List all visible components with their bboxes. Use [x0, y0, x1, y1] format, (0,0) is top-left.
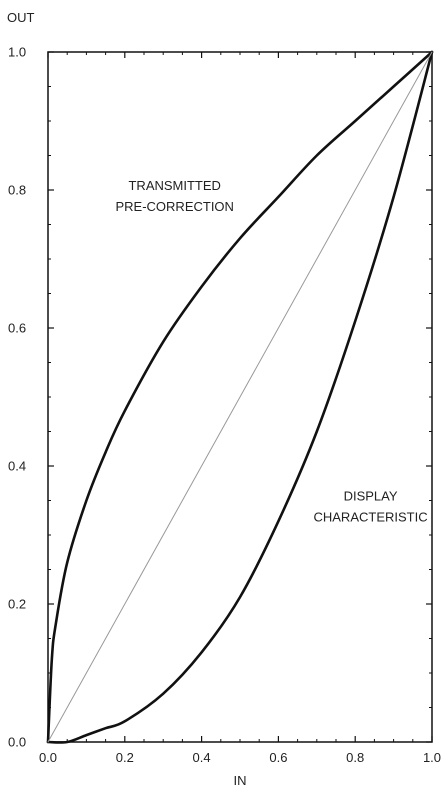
- series-layer: [46, 50, 434, 744]
- x-tick-label: 0.2: [116, 750, 134, 765]
- pre-correction-annotation: PRE-CORRECTION: [115, 199, 233, 214]
- linear-reference-line: [47, 51, 433, 743]
- y-tick-label: 0.6: [8, 321, 26, 336]
- tick-labels: 0.0 0.2 0.4 0.6 0.8 1.0 0.0 0.2 0.4 0.6 0.8 1.0: [8, 45, 441, 766]
- y-tick-label: 0.0: [8, 735, 26, 750]
- y-tick-label: 0.4: [8, 459, 26, 474]
- x-axis-title: IN: [234, 773, 247, 788]
- x-tick-label: 0.8: [346, 750, 364, 765]
- pre-correction-curve: [46, 50, 434, 744]
- y-axis-title: OUT: [7, 10, 35, 25]
- x-tick-label: 0.4: [193, 750, 211, 765]
- pre-correction-annotation: TRANSMITTED: [128, 178, 220, 193]
- display-annotation: CHARACTERISTIC: [313, 510, 427, 525]
- display-annotation: DISPLAY: [344, 489, 398, 504]
- x-tick-label: 1.0: [423, 750, 441, 765]
- minor-ticks: [48, 52, 432, 742]
- y-tick-label: 0.8: [8, 183, 26, 198]
- y-tick-label: 0.2: [8, 597, 26, 612]
- y-tick-label: 1.0: [8, 45, 26, 60]
- display-characteristic-curve: [46, 50, 434, 744]
- annotation-layer: TRANSMITTED PRE-CORRECTION DISPLAY CHARACTE…: [115, 178, 427, 525]
- x-tick-label: 0.0: [39, 750, 57, 765]
- x-tick-label: 0.6: [269, 750, 287, 765]
